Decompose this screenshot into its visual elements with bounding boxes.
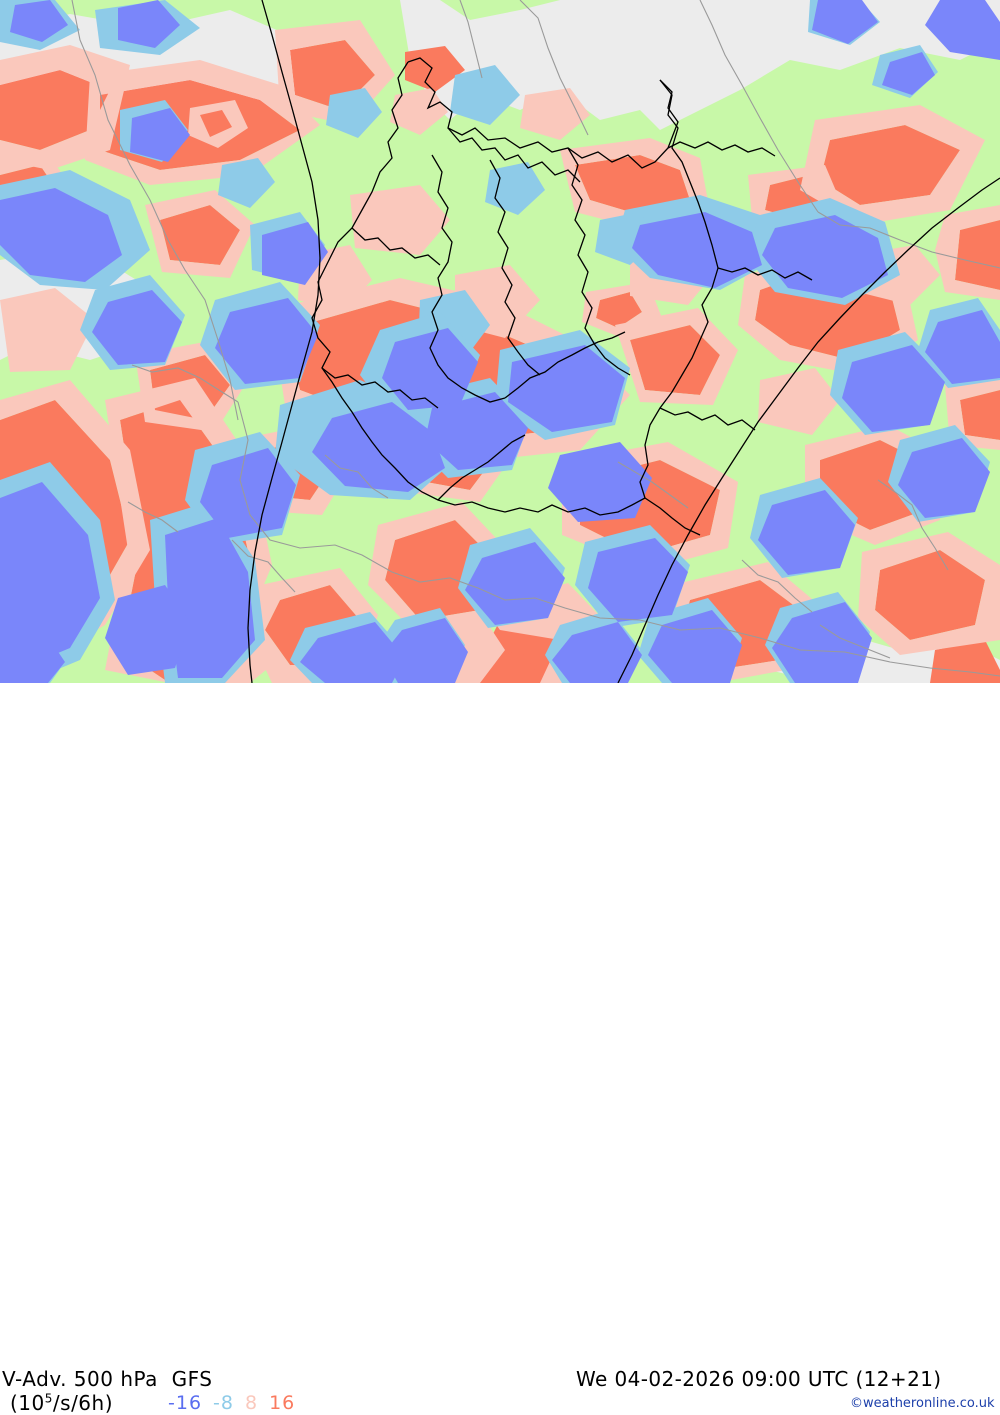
region-borders xyxy=(71,0,1000,677)
copyright-label: ©weatheronline.co.uk xyxy=(850,1396,995,1411)
map-area[interactable] xyxy=(0,0,1000,683)
parameter-units: (105/s/6h) xyxy=(10,1391,113,1415)
valid-time-label: We 04-02-2026 09:00 UTC (12+21) xyxy=(576,1367,942,1391)
parameter-title: V-Adv. 500 hPa GFS xyxy=(2,1367,213,1391)
band-strong-negative xyxy=(0,0,1000,683)
country-borders xyxy=(247,0,1000,683)
units-exponent: 5 xyxy=(44,1391,53,1406)
legend-value-minus8: -8 xyxy=(213,1392,234,1414)
legend-value-minus16: -16 xyxy=(168,1392,203,1414)
units-suffix: /s/6h) xyxy=(52,1391,114,1415)
color-legend: -16 -8 8 16 xyxy=(168,1392,306,1414)
footer-bar: V-Adv. 500 hPa GFS (105/s/6h) -16 -8 8 16 W… xyxy=(0,683,1000,1415)
vorticity-advection-map[interactable] xyxy=(0,0,1000,683)
units-prefix: (10 xyxy=(10,1391,45,1415)
legend-value-plus8: 8 xyxy=(245,1392,259,1414)
legend-value-plus16: 16 xyxy=(269,1392,296,1414)
